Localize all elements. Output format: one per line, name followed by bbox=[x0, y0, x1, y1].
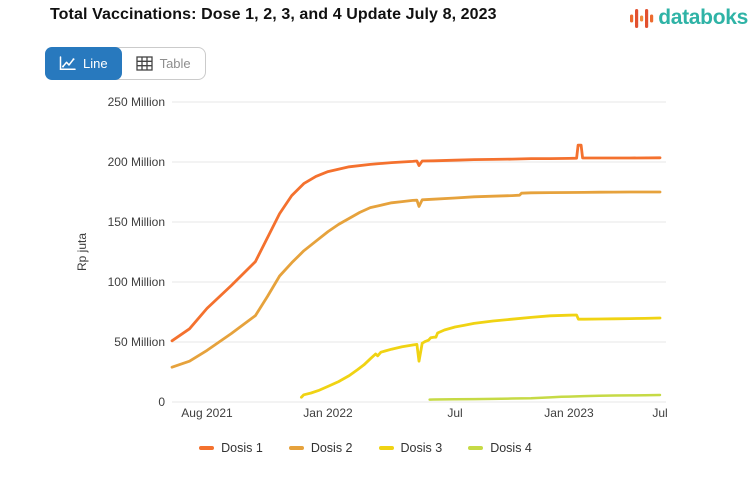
x-tick-label: Jan 2023 bbox=[544, 406, 594, 420]
y-tick-label: 150 Million bbox=[108, 215, 165, 229]
chart-legend: Dosis 1 Dosis 2 Dosis 3 Dosis 4 bbox=[0, 441, 742, 455]
x-tick-label: Jan 2022 bbox=[303, 406, 353, 420]
legend-item-dosis-4: Dosis 4 bbox=[468, 441, 532, 455]
x-tick-label: Jul bbox=[652, 406, 667, 420]
legend-label: Dosis 1 bbox=[221, 441, 263, 455]
x-tick-label: Aug 2021 bbox=[181, 406, 233, 420]
x-tick-label: Jul bbox=[447, 406, 462, 420]
legend-item-dosis-3: Dosis 3 bbox=[378, 441, 443, 455]
y-tick-label: 200 Million bbox=[108, 155, 165, 169]
legend-label: Dosis 2 bbox=[310, 441, 353, 455]
series-line-dosis-2[interactable] bbox=[170, 190, 662, 369]
view-toggle: Line Table bbox=[45, 47, 206, 80]
legend-swatch bbox=[378, 446, 394, 450]
table-grid-icon bbox=[135, 56, 153, 71]
table-view-button[interactable]: Table bbox=[122, 48, 205, 79]
legend-label: Dosis 4 bbox=[490, 441, 532, 455]
table-button-label: Table bbox=[159, 56, 191, 71]
page-title: Total Vaccinations: Dose 1, 2, 3, and 4 … bbox=[50, 6, 497, 23]
series-line-dosis-3[interactable] bbox=[300, 313, 662, 399]
line-chart-plot-area[interactable]: 0 50 Million 100 Million 150 Million 200 Mil… bbox=[0, 90, 753, 435]
y-tick-label: 250 Million bbox=[108, 95, 165, 109]
line-view-button[interactable]: Line bbox=[45, 47, 122, 80]
legend-item-dosis-1: Dosis 1 bbox=[199, 441, 263, 455]
legend-label: Dosis 3 bbox=[400, 441, 443, 455]
databoks-logo[interactable]: databoks bbox=[629, 4, 748, 32]
line-button-label: Line bbox=[83, 56, 108, 71]
brand-name: databoks bbox=[658, 6, 748, 29]
series-line-dosis-4[interactable] bbox=[428, 393, 662, 401]
databoks-bars-icon bbox=[630, 9, 654, 28]
y-tick-label: 100 Million bbox=[108, 275, 165, 289]
y-axis-title: Rp juta bbox=[75, 233, 89, 271]
legend-swatch bbox=[288, 446, 304, 450]
y-tick-label: 50 Million bbox=[114, 335, 165, 349]
line-chart-icon bbox=[59, 56, 76, 70]
legend-swatch bbox=[199, 446, 215, 450]
legend-item-dosis-2: Dosis 2 bbox=[288, 441, 353, 455]
legend-swatch bbox=[468, 446, 484, 450]
series-line-dosis-1[interactable] bbox=[170, 143, 662, 343]
y-tick-label: 0 bbox=[158, 395, 165, 409]
